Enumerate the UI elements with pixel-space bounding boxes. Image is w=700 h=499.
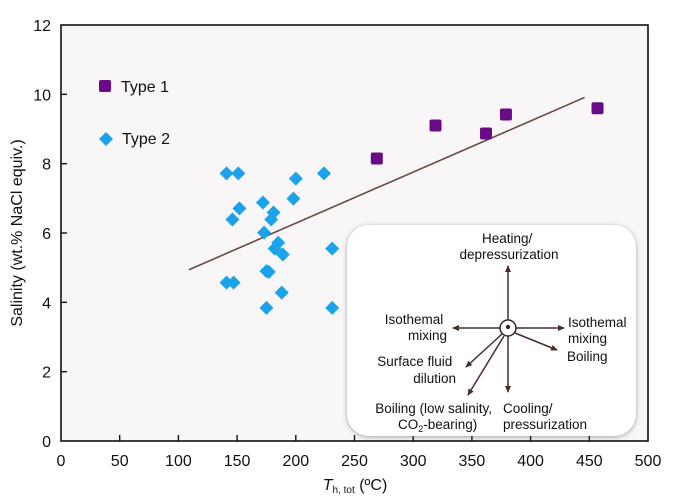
type-2-point <box>288 171 303 186</box>
type-2-point <box>316 166 331 181</box>
type-2-point <box>325 300 340 315</box>
x-tick-label: 50 <box>111 453 129 470</box>
x-tick-label: 100 <box>165 453 192 470</box>
y-tick-label: 6 <box>42 226 51 243</box>
x-tick-label: 150 <box>224 453 251 470</box>
type-2-point <box>219 166 234 181</box>
x-tick-label: 400 <box>517 453 544 470</box>
x-tick-label: 200 <box>282 453 309 470</box>
type-1-point <box>499 108 512 121</box>
legend-label-type-2: Type 2 <box>122 131 170 148</box>
y-axis-title: Salinity (wt.% NaCl equiv.) <box>9 139 26 326</box>
x-tick-label: 300 <box>400 453 427 470</box>
label-heating: Heating/ depressurization <box>459 231 558 262</box>
type-2-point <box>232 201 247 216</box>
arrow-boiling <box>514 332 558 351</box>
type-2-point <box>226 275 241 290</box>
label-mixing-right: Isothemal mixing <box>568 315 630 346</box>
x-tick-label: 500 <box>635 453 662 470</box>
type-2-point <box>259 264 274 279</box>
x-tick-label: 250 <box>341 453 368 470</box>
inset-box <box>347 225 636 436</box>
type-1-point <box>479 127 492 140</box>
type-2-point <box>219 275 234 290</box>
y-tick-label: 8 <box>42 157 51 174</box>
legend-label-type-1: Type 1 <box>121 79 169 96</box>
legend-marker-type-2 <box>99 132 113 146</box>
type-1-point <box>591 102 604 115</box>
type-2-point <box>225 212 240 227</box>
y-tick-label: 10 <box>33 87 51 104</box>
type-1-point <box>429 119 442 132</box>
type-2-point <box>274 285 289 300</box>
y-tick-label: 12 <box>33 18 51 35</box>
x-axis-title: Th, tot (ºC) <box>323 477 388 496</box>
label-low-salinity-boiling: Boiling (low salinity, <box>375 401 492 416</box>
x-tick-label: 0 <box>57 453 66 470</box>
type-2-point <box>275 247 290 262</box>
x-tick-label: 450 <box>576 453 603 470</box>
y-tick-label: 4 <box>42 295 51 312</box>
y-axis: 0 2 4 6 8 10 12 <box>33 18 67 451</box>
arrow-dilution <box>465 333 503 368</box>
x-axis: 0 50 100 150 200 250 300 350 400 450 500 <box>57 435 662 470</box>
type-2-point <box>286 191 301 206</box>
y-tick-label: 0 <box>42 434 51 451</box>
type-1-point <box>370 152 383 165</box>
trend-line <box>188 96 585 271</box>
legend-marker-type-1 <box>99 80 111 92</box>
x-axis-title-subscript: h, tot <box>333 485 355 496</box>
type-2-point <box>231 166 246 181</box>
type-2-point <box>255 195 270 210</box>
arrow-low-salinity-boiling <box>467 335 505 396</box>
data-points <box>219 102 604 315</box>
y-tick-label: 2 <box>42 365 51 382</box>
type-2-point <box>259 300 274 315</box>
type-2-point <box>257 225 272 240</box>
origin-dot-icon <box>505 324 511 330</box>
x-axis-title-unit: (ºC) <box>355 477 388 494</box>
x-tick-label: 350 <box>459 453 486 470</box>
type-2-point <box>325 241 340 256</box>
label-boiling: Boiling <box>567 349 608 364</box>
legend: Type 1 Type 2 <box>99 79 170 148</box>
label-cooling: Cooling/ pressurization <box>503 401 587 432</box>
label-dilution: Surface fluid dilution <box>377 354 456 386</box>
x-axis-title-main: T <box>323 477 334 494</box>
label-co2-bearing: CO2-bearing) <box>398 417 477 434</box>
type-2-point <box>264 212 279 227</box>
label-mixing-left: Isothemal mixing <box>385 312 447 343</box>
process-inset: Heating/ depressurization Isothemal mixi… <box>347 225 636 436</box>
type-2-point <box>267 241 282 256</box>
